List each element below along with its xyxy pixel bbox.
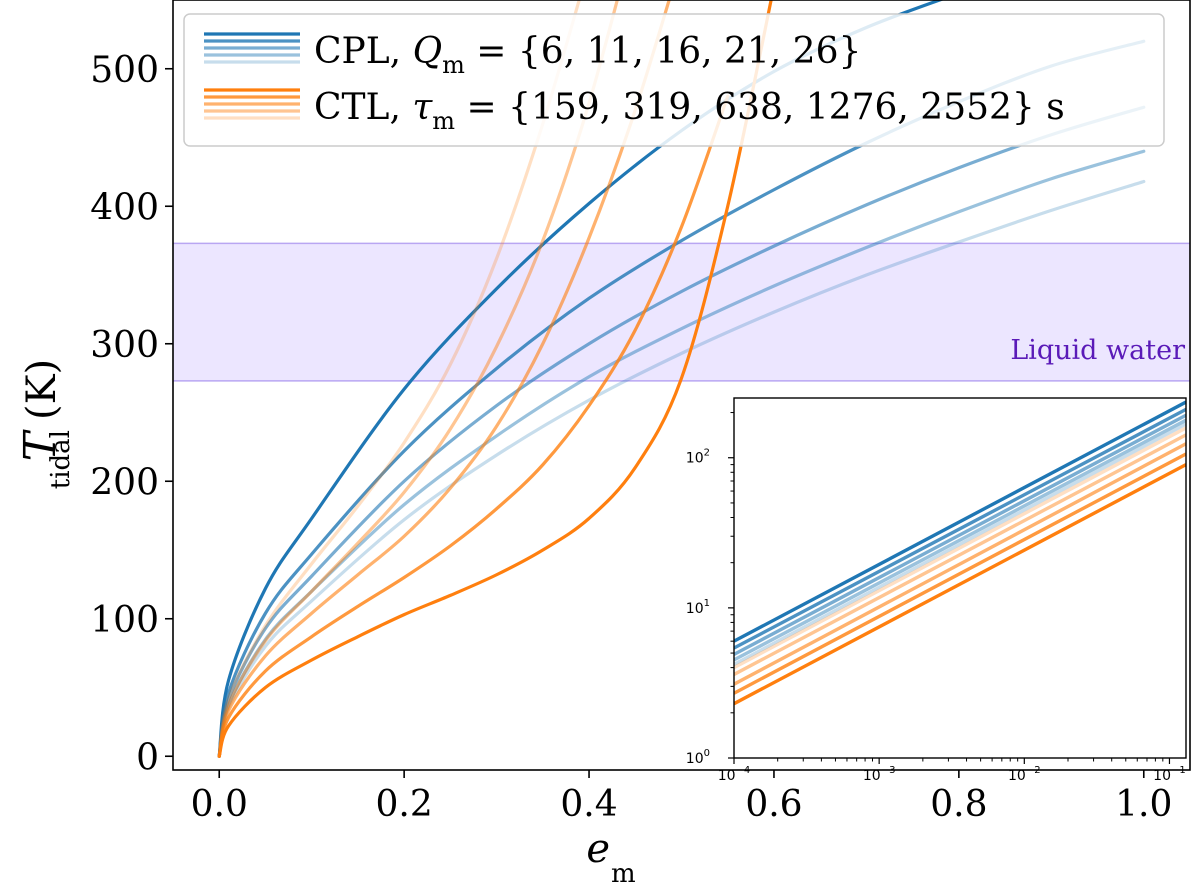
- series-line-cpl-26: [217, 179, 1146, 758]
- legend-cpl-label: CPL, Qm = {6, 11, 16, 21, 26}: [314, 31, 861, 79]
- y-axis-title: T tidal (K): [15, 359, 76, 489]
- legend-cpl-swatch: [204, 32, 300, 64]
- inset-y-tick-label: 101: [686, 598, 710, 617]
- y-axis-title-sub: tidal: [46, 430, 76, 489]
- inset-frame: [733, 397, 1187, 759]
- inset-series-line-7: [734, 442, 1186, 686]
- legend-ctl-values: = {159, 319, 638, 1276, 2552} s: [455, 87, 1065, 128]
- y-tick-label: 100: [90, 600, 159, 641]
- legend-ctl-prefix: CTL,: [314, 87, 412, 128]
- liquid-water-band-fill: [173, 243, 1190, 381]
- series-line-ctl-638: [217, 0, 671, 758]
- legend-ctl-symbol: τ: [412, 87, 433, 128]
- inset-ticks: 10−4 10−3 10−2 10−1 100 101 102: [686, 412, 1186, 784]
- x-tick-label: 0.2: [376, 784, 433, 825]
- inset-series-line-8: [734, 452, 1186, 695]
- series-line-cpl-21: [217, 149, 1146, 758]
- legend-ctl-swatch: [204, 88, 300, 120]
- y-axis-title-unit: (K): [19, 359, 65, 420]
- inset-y-tick-label: 102: [686, 448, 710, 467]
- y-tick-label: 400: [90, 187, 159, 228]
- x-tick-label: 0.0: [191, 784, 248, 825]
- y-tick-label: 300: [90, 325, 159, 366]
- inset-series-line-5: [734, 426, 1186, 670]
- inset-series-line-2: [734, 413, 1186, 656]
- x-tick-label: 0.4: [560, 784, 617, 825]
- y-axis-ticks: 0 100 200 300 400 500: [90, 50, 173, 778]
- legend-ctl-sub: m: [432, 107, 455, 135]
- inset-series-line-0: [734, 400, 1186, 643]
- legend-ctl-label: CTL, τm = {159, 319, 638, 1276, 2552} s: [314, 87, 1065, 135]
- series-line-ctl-319: [217, 94, 730, 758]
- y-tick-label: 200: [90, 462, 159, 503]
- inset-x-tick-label: 10−4: [718, 765, 751, 784]
- liquid-water-label: Liquid water: [1010, 335, 1185, 366]
- inset-series-line-3: [734, 418, 1186, 662]
- inset-x-tick-label: 10−2: [1008, 765, 1041, 784]
- inset-y-tick-label: 100: [686, 748, 710, 767]
- inset-background: [734, 398, 1186, 758]
- plot-frame: [172, 0, 1191, 771]
- legend-cpl-values: = {6, 11, 16, 21, 26}: [465, 31, 862, 72]
- liquid-water-band: [173, 242, 1190, 382]
- x-axis-ticks: 0.0 0.2 0.4 0.6 0.8 1.0: [191, 770, 1172, 825]
- legend-cpl-sub: m: [442, 51, 465, 79]
- series-line-ctl-159: [217, 0, 773, 758]
- inset-chart: 10−4 10−3 10−2 10−1 100 101 102: [686, 397, 1187, 784]
- inset-series-line-4: [734, 422, 1186, 666]
- inset-x-tick-label: 10−1: [1153, 765, 1186, 784]
- x-axis-title: e m: [586, 826, 635, 888]
- x-tick-label: 0.8: [930, 784, 987, 825]
- x-tick-label: 0.6: [745, 784, 802, 825]
- inset-series-layer: [734, 400, 1186, 706]
- inset-series-line-1: [734, 407, 1186, 650]
- y-tick-label: 500: [90, 50, 159, 91]
- legend-box: [183, 13, 1165, 147]
- series-layer: [217, 0, 1146, 758]
- legend-cpl-symbol: Q: [413, 31, 443, 72]
- series-line-cpl-16: [217, 105, 1146, 758]
- x-axis-title-main: e: [586, 826, 610, 872]
- series-line-ctl-2552: [217, 0, 581, 758]
- inset-series-line-9: [734, 463, 1186, 706]
- legend: CPL, Qm = {6, 11, 16, 21, 26} CTL, τm = …: [183, 13, 1165, 147]
- inset-x-tick-label: 10−3: [863, 765, 896, 784]
- x-tick-label: 1.0: [1115, 784, 1172, 825]
- inset-series-line-6: [734, 433, 1186, 676]
- legend-cpl-prefix: CPL,: [314, 31, 413, 72]
- x-axis-title-sub: m: [611, 859, 636, 888]
- y-tick-label: 0: [136, 737, 159, 778]
- y-axis-title-main: T: [15, 428, 66, 461]
